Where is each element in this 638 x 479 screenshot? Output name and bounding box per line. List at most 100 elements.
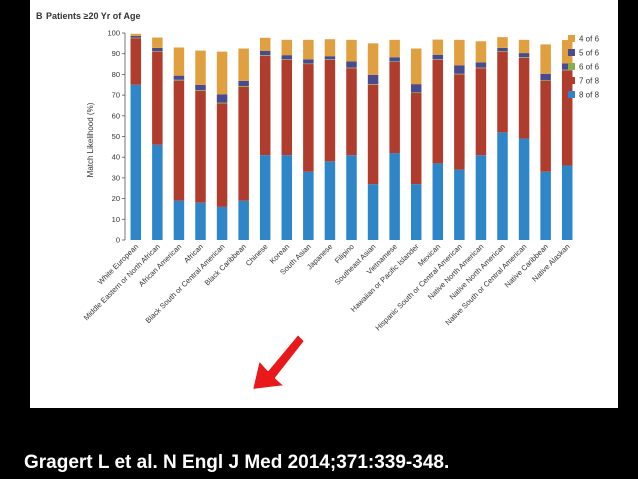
bar-segment (410, 48, 422, 85)
bar-segment (518, 57, 530, 139)
bar-group (475, 41, 487, 240)
bar-segment (367, 74, 379, 85)
bar-group (173, 47, 185, 240)
bar-segment (432, 39, 444, 55)
bar-segment (389, 61, 400, 62)
y-tick-label: 30 (112, 173, 120, 182)
bar-segment (303, 63, 314, 65)
y-axis: 0 10 20 30 40 50 60 70 80 90 100 (107, 29, 126, 245)
bar-segment (367, 43, 379, 75)
chart: B Patients ≥20 Yr of Age Match Likelihoo… (36, 11, 600, 391)
bar-segment (410, 93, 422, 185)
bar-segment (346, 67, 357, 69)
legend-label: 8 of 8 (579, 91, 600, 100)
bar-segment (432, 54, 444, 60)
bar-group (518, 39, 530, 240)
bar-segment (497, 51, 508, 133)
bar-segment (173, 79, 185, 81)
bar-group (454, 39, 465, 240)
bar-segment (281, 55, 293, 60)
y-tick-label: 100 (107, 29, 120, 38)
bar-segment (389, 153, 400, 240)
legend-label: 5 of 6 (579, 49, 600, 58)
bar-segment (475, 62, 487, 68)
bar-segment (324, 56, 336, 60)
bar-segment (130, 38, 142, 85)
legend-swatch (568, 35, 575, 42)
y-tick-label: 60 (112, 111, 120, 120)
bar-segment (497, 132, 508, 240)
bar-segment (216, 102, 228, 104)
bar-segment (561, 70, 573, 166)
bar-segment (195, 90, 206, 203)
bar-segment (152, 144, 163, 240)
y-tick-label: 80 (112, 70, 120, 79)
bar-segment (432, 59, 444, 60)
bar-segment (259, 155, 271, 240)
bar-group (367, 43, 379, 240)
bar-segment (346, 155, 357, 240)
bar-segment (518, 138, 530, 240)
bar-group (281, 39, 293, 240)
bar-segment (195, 84, 206, 91)
bar-segment (238, 48, 249, 81)
bar-segment (303, 64, 314, 172)
bar-segment (173, 80, 185, 201)
bar-segment (367, 184, 379, 240)
legend-swatch (568, 49, 575, 56)
bar-segment (518, 53, 530, 58)
bar-segment (324, 59, 336, 162)
bar-segment (173, 200, 185, 240)
bar-segment (432, 163, 444, 240)
bar-segment (518, 57, 530, 58)
bar-group (152, 37, 163, 240)
bar-segment (454, 65, 465, 74)
y-tick-label: 10 (112, 215, 120, 224)
y-axis-label: Match Likelihood (%) (86, 102, 95, 177)
bar-group (346, 39, 357, 240)
bar-segment (281, 59, 293, 60)
chart-title: Patients ≥20 Yr of Age (46, 11, 140, 21)
legend-swatch (568, 91, 575, 98)
bar-group (216, 51, 228, 240)
red-arrow (251, 333, 306, 391)
bar-segment (410, 184, 422, 240)
y-tick-label: 20 (112, 194, 120, 203)
bar-group (432, 39, 444, 240)
bar-segment (238, 200, 249, 240)
y-tick-label: 40 (112, 153, 120, 162)
bar-segment (561, 69, 573, 71)
bar-segment (216, 94, 228, 103)
bar-segment (346, 68, 357, 156)
bar-segment (195, 202, 206, 240)
bar-segment (497, 51, 508, 52)
bar-segment (540, 171, 551, 240)
bar-segment (173, 47, 185, 76)
legend-label: 4 of 6 (579, 35, 600, 44)
bar-segment (454, 73, 465, 75)
bar-segment (130, 35, 142, 38)
y-tick-label: 90 (112, 49, 120, 58)
bar-segment (346, 61, 357, 68)
bar-segment (238, 86, 249, 201)
bar-group (389, 39, 400, 240)
bar-segment (152, 51, 163, 52)
bars (130, 33, 573, 240)
bar-segment (238, 85, 249, 87)
bar-segment (540, 44, 551, 74)
x-tick-label: Chinese (244, 242, 270, 268)
bar-segment (497, 37, 508, 48)
legend-label: 6 of 6 (579, 63, 600, 72)
bar-group (238, 48, 249, 240)
bar-segment (389, 57, 400, 62)
bar-segment (130, 33, 142, 36)
bar-segment (346, 39, 357, 62)
bar-segment (561, 165, 573, 240)
bar-group (130, 33, 142, 240)
bar-segment (259, 55, 271, 156)
bar-segment (281, 39, 293, 56)
bar-segment (259, 55, 271, 56)
bar-segment (281, 155, 293, 240)
y-tick-label: 70 (112, 91, 120, 100)
